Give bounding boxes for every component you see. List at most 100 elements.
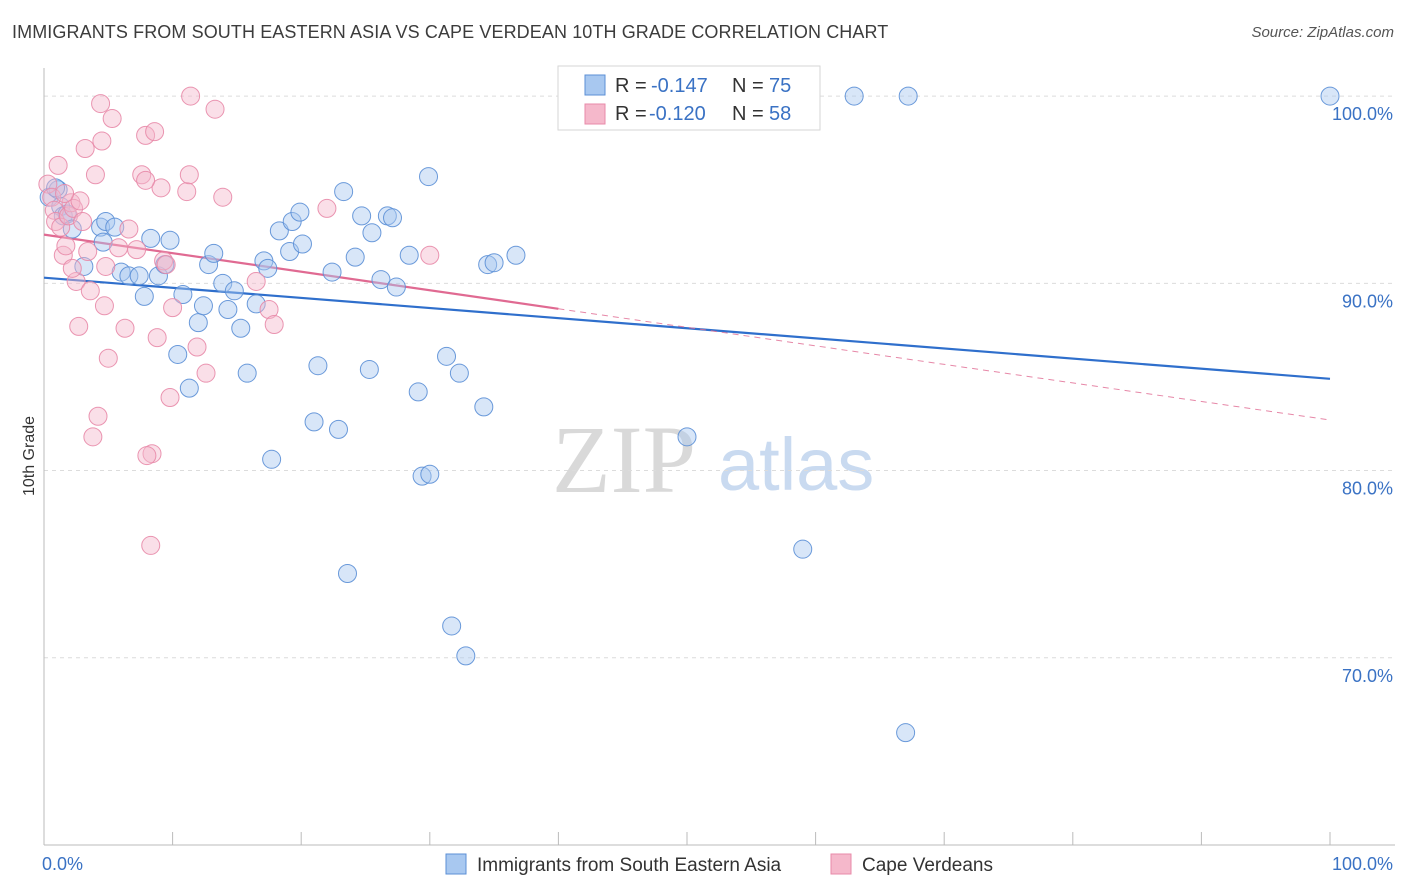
point-pink-54 (156, 255, 176, 275)
point-blue-50 (371, 270, 391, 290)
point-pink-42 (181, 86, 201, 106)
x-tick-labels: 0.0% 100.0% (42, 854, 1393, 874)
point-pink-5 (51, 217, 71, 237)
point-pink-15 (75, 139, 95, 159)
legend-r-label-1: R = (615, 75, 647, 97)
point-pink-51 (420, 245, 440, 265)
point-blue-1 (48, 180, 68, 200)
point-blue-62 (456, 646, 476, 666)
point-blue-6 (74, 256, 94, 276)
series-label-blue: Immigrants from South Eastern Asia (477, 855, 782, 876)
point-blue-56 (412, 466, 432, 486)
point-pink-28 (119, 219, 139, 239)
y-tick-label-0: 100.0% (1332, 104, 1393, 124)
point-blue-69 (793, 539, 813, 559)
point-pink-34 (145, 122, 165, 142)
legend-n-value-1: 75 (769, 75, 791, 97)
point-blue-54 (399, 245, 419, 265)
data-points (38, 86, 1340, 743)
point-blue-29 (231, 318, 251, 338)
point-blue-34 (262, 449, 282, 469)
point-pink-43 (187, 337, 207, 357)
y-tick-label-3: 70.0% (1342, 666, 1393, 686)
legend-r-value-2: -0.120 (649, 103, 706, 125)
watermark-atlas: atlas (718, 423, 874, 506)
point-blue-30 (237, 363, 257, 383)
point-blue-45 (337, 564, 357, 584)
chart-title: IMMIGRANTS FROM SOUTH EASTERN ASIA VS CA… (12, 22, 889, 42)
point-blue-42 (322, 262, 342, 282)
point-pink-48 (259, 300, 279, 320)
point-blue-66 (506, 245, 526, 265)
point-pink-55 (94, 296, 114, 316)
point-blue-15 (141, 228, 161, 248)
legend-swatch-pink (584, 103, 606, 125)
point-pink-44 (196, 363, 216, 383)
trend-line-blue (43, 276, 1331, 380)
legend-n-label-1: N = (732, 75, 764, 97)
point-pink-45 (205, 99, 225, 119)
point-pink-30 (132, 165, 152, 185)
axes (43, 68, 1395, 846)
point-pink-25 (102, 109, 122, 129)
point-blue-71 (896, 723, 916, 743)
point-blue-38 (290, 202, 310, 222)
point-pink-18 (83, 427, 103, 447)
point-blue-12 (119, 266, 139, 286)
point-pink-38 (160, 388, 180, 408)
point-blue-68 (677, 427, 697, 447)
point-blue-41 (308, 356, 328, 376)
point-blue-21 (179, 378, 199, 398)
point-pink-39 (163, 298, 183, 318)
legend-r-value-1: -0.147 (651, 75, 708, 97)
point-pink-32 (141, 535, 161, 555)
point-pink-14 (73, 212, 93, 232)
y-tick-labels: 100.0% 90.0% 80.0% 70.0% (1332, 104, 1393, 686)
point-blue-26 (213, 273, 233, 293)
legend-n-value-2: 58 (769, 103, 791, 125)
point-pink-46 (213, 187, 233, 207)
point-blue-52 (383, 208, 403, 228)
point-blue-13 (129, 266, 149, 286)
point-blue-35 (269, 221, 289, 241)
point-blue-53 (386, 277, 406, 297)
point-blue-33 (258, 258, 278, 278)
point-blue-25 (204, 243, 224, 263)
point-blue-49 (362, 223, 382, 243)
point-blue-43 (328, 419, 348, 439)
point-pink-19 (85, 165, 105, 185)
watermark: ZIP atlas (552, 406, 874, 513)
x-tick-label-1: 100.0% (1332, 854, 1393, 874)
legend-n-label-2: N = (732, 103, 764, 125)
point-blue-40 (304, 412, 324, 432)
source-credit: Source: ZipAtlas.com (1251, 24, 1394, 41)
point-pink-12 (69, 316, 89, 336)
point-blue-20 (173, 285, 193, 305)
point-pink-17 (80, 281, 100, 301)
point-blue-46 (345, 247, 365, 267)
point-pink-53 (137, 446, 157, 466)
point-blue-47 (352, 206, 372, 226)
point-pink-57 (55, 183, 75, 203)
point-blue-24 (199, 255, 219, 275)
point-blue-61 (449, 363, 469, 383)
point-blue-31 (246, 294, 266, 314)
trend-line-pink-extension (558, 308, 1331, 421)
point-pink-20 (88, 406, 108, 426)
point-pink-7 (56, 236, 76, 256)
point-pink-50 (317, 198, 337, 218)
y-tick-label-1: 90.0% (1342, 291, 1393, 311)
point-pink-40 (177, 182, 197, 202)
point-blue-70 (844, 86, 864, 106)
point-blue-44 (334, 182, 354, 202)
point-blue-19 (168, 344, 188, 364)
series-swatch-blue (445, 853, 467, 875)
point-blue-16 (148, 266, 168, 286)
point-pink-23 (96, 256, 116, 276)
point-pink-29 (127, 240, 147, 260)
trend-line-pink (43, 233, 559, 310)
y-axis-title: 10th Grade (21, 416, 38, 496)
point-pink-4 (48, 155, 68, 175)
trend-lines (43, 233, 1331, 421)
point-pink-10 (64, 198, 84, 218)
